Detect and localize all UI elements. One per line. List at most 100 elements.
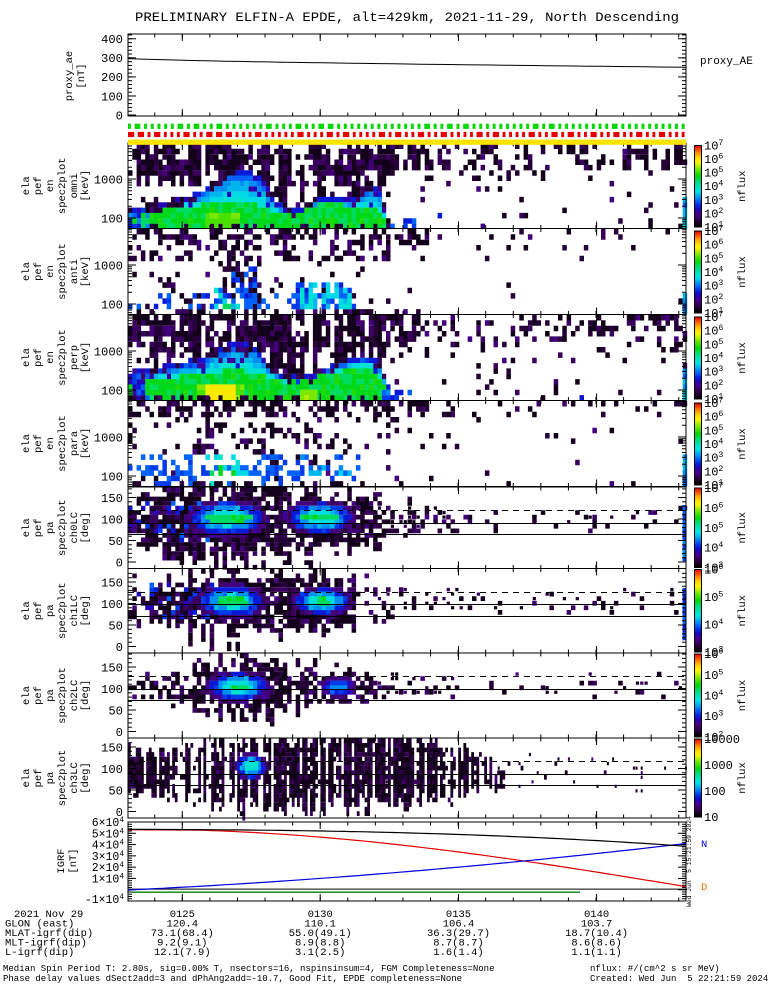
svg-text:9.2(9.1): 9.2(9.1) xyxy=(157,938,207,950)
svg-text:50: 50 xyxy=(108,619,123,633)
svg-text:Median Spin Period T: 2.80s, s: Median Spin Period T: 2.80s, sig=0.00% T… xyxy=(3,964,494,974)
svg-text:10: 10 xyxy=(704,811,718,825)
svg-text:300: 300 xyxy=(101,52,123,66)
svg-text:en: en xyxy=(45,265,57,278)
svg-text:150: 150 xyxy=(101,741,123,755)
svg-text:10000: 10000 xyxy=(704,733,740,747)
svg-text:spec2plot: spec2plot xyxy=(57,157,69,214)
svg-text:Wed Jun 5 15:21:59 2024: Wed Jun 5 15:21:59 2024 xyxy=(686,816,693,907)
svg-text:100: 100 xyxy=(101,513,123,527)
svg-text:nflux: nflux xyxy=(737,762,749,794)
svg-text:100: 100 xyxy=(101,683,123,697)
svg-text:1×104: 1×104 xyxy=(92,873,125,886)
svg-text:-1×104: -1×104 xyxy=(85,894,125,907)
svg-text:spec2plot: spec2plot xyxy=(57,667,69,724)
svg-text:nflux: nflux xyxy=(737,680,749,712)
svg-text:50: 50 xyxy=(108,784,123,798)
svg-text:ch2LC: ch2LC xyxy=(69,680,81,712)
svg-text:pa: pa xyxy=(45,604,57,617)
svg-text:3×104: 3×104 xyxy=(92,851,125,864)
svg-text:0: 0 xyxy=(116,641,123,655)
svg-text:GLON (east): GLON (east) xyxy=(5,919,74,931)
svg-text:0: 0 xyxy=(116,109,123,123)
svg-text:3.1(2.5): 3.1(2.5) xyxy=(295,947,345,959)
svg-text:spec2plot: spec2plot xyxy=(57,415,69,472)
svg-text:ch0LC: ch0LC xyxy=(69,512,81,544)
svg-text:Phase delay values dSect2add=3: Phase delay values dSect2add=3 and dPhAn… xyxy=(3,974,462,984)
svg-text:pef: pef xyxy=(33,262,45,281)
svg-text:MLT-igrf(dip): MLT-igrf(dip) xyxy=(5,938,87,950)
svg-text:IGRF: IGRF xyxy=(56,848,68,873)
svg-text:spec2plot: spec2plot xyxy=(57,750,69,807)
svg-text:anti: anti xyxy=(69,259,81,284)
svg-text:ela: ela xyxy=(21,434,33,453)
svg-text:1.6(1.4): 1.6(1.4) xyxy=(433,947,483,959)
svg-text:0140: 0140 xyxy=(584,909,609,921)
svg-text:150: 150 xyxy=(101,492,123,506)
svg-text:pef: pef xyxy=(33,769,45,788)
svg-text:400: 400 xyxy=(101,33,123,47)
svg-text:N: N xyxy=(701,839,707,851)
svg-text:pef: pef xyxy=(33,601,45,620)
svg-text:100: 100 xyxy=(101,598,123,612)
svg-text:omni: omni xyxy=(69,173,81,198)
svg-text:ela: ela xyxy=(21,601,33,620)
svg-text:ela: ela xyxy=(21,176,33,195)
svg-text:nflux: nflux xyxy=(737,256,749,288)
svg-text:[keV]: [keV] xyxy=(80,256,92,288)
svg-text:110.1: 110.1 xyxy=(304,919,336,931)
svg-text:proxy_AE: proxy_AE xyxy=(700,56,753,68)
svg-text:8.7(8.7): 8.7(8.7) xyxy=(433,938,483,950)
svg-text:[deg]: [deg] xyxy=(80,762,92,794)
svg-text:5×104: 5×104 xyxy=(92,828,125,841)
svg-text:L-igrf(dip): L-igrf(dip) xyxy=(5,947,74,959)
svg-text:pef: pef xyxy=(33,348,45,367)
svg-text:pa: pa xyxy=(45,689,57,702)
svg-text:0125: 0125 xyxy=(170,909,195,921)
svg-text:18.7(10.4): 18.7(10.4) xyxy=(565,928,628,940)
svg-text:100: 100 xyxy=(101,298,123,312)
svg-text:12.1(7.9): 12.1(7.9) xyxy=(154,947,211,959)
svg-text:6×104: 6×104 xyxy=(92,817,125,830)
svg-text:100: 100 xyxy=(101,384,123,398)
svg-text:ela: ela xyxy=(21,348,33,367)
svg-text:0: 0 xyxy=(116,806,123,820)
svg-text:proxy_ae: proxy_ae xyxy=(64,51,76,101)
svg-text:103.7: 103.7 xyxy=(581,919,613,931)
svg-text:1000: 1000 xyxy=(94,173,123,187)
svg-text:100: 100 xyxy=(704,785,726,799)
svg-text:para: para xyxy=(69,431,81,456)
svg-text:2021 Nov 29: 2021 Nov 29 xyxy=(14,909,83,921)
svg-text:1000: 1000 xyxy=(94,259,123,273)
svg-text:[deg]: [deg] xyxy=(80,595,92,627)
svg-text:100: 100 xyxy=(101,212,123,226)
svg-text:50: 50 xyxy=(108,704,123,718)
svg-text:100: 100 xyxy=(101,763,123,777)
svg-text:PRELIMINARY ELFIN-A EPDE, alt=: PRELIMINARY ELFIN-A EPDE, alt=429km, 202… xyxy=(135,10,679,25)
svg-text:ela: ela xyxy=(21,686,33,705)
svg-text:spec2plot: spec2plot xyxy=(57,243,69,300)
svg-text:73.1(68.4): 73.1(68.4) xyxy=(151,928,214,940)
svg-text:100: 100 xyxy=(101,470,123,484)
svg-text:ela: ela xyxy=(21,769,33,788)
svg-text:106.4: 106.4 xyxy=(443,919,475,931)
svg-text:0135: 0135 xyxy=(446,909,471,921)
svg-text:[keV]: [keV] xyxy=(80,428,92,460)
svg-text:[deg]: [deg] xyxy=(80,680,92,712)
svg-text:1000: 1000 xyxy=(94,345,123,359)
svg-text:pef: pef xyxy=(33,434,45,453)
svg-text:8.9(8.8): 8.9(8.8) xyxy=(295,938,345,950)
svg-text:0: 0 xyxy=(116,726,123,740)
svg-text:nflux: nflux xyxy=(737,595,749,627)
svg-text:en: en xyxy=(45,437,57,450)
svg-text:8.6(8.6): 8.6(8.6) xyxy=(571,938,621,950)
svg-text:nflux: nflux xyxy=(737,512,749,544)
svg-text:D: D xyxy=(701,882,707,894)
svg-text:0: 0 xyxy=(116,556,123,570)
svg-text:[keV]: [keV] xyxy=(80,342,92,374)
svg-text:ela: ela xyxy=(21,262,33,281)
svg-text:36.3(29.7): 36.3(29.7) xyxy=(427,928,490,940)
svg-text:ela: ela xyxy=(21,518,33,537)
svg-text:en: en xyxy=(45,179,57,192)
svg-text:MLAT-igrf(dip): MLAT-igrf(dip) xyxy=(5,928,93,940)
